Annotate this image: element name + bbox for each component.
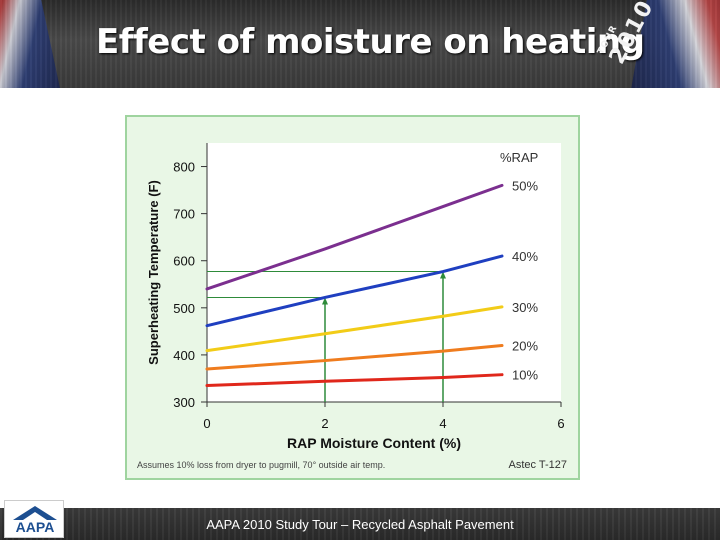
series-label: 20% <box>512 338 538 353</box>
guide-arrowhead <box>322 297 328 305</box>
legend-title: %RAP <box>500 150 538 165</box>
series-label: 50% <box>512 178 538 193</box>
aapa-logo-icon <box>13 506 57 520</box>
x-axis-label: RAP Moisture Content (%) <box>287 435 461 451</box>
chart-guides <box>207 271 446 402</box>
y-tick-label: 400 <box>173 348 195 363</box>
series-line <box>205 254 504 328</box>
y-tick-label: 500 <box>173 301 195 316</box>
chart-series <box>205 183 504 388</box>
footer-text: AAPA 2010 Study Tour – Recycled Asphalt … <box>206 517 514 532</box>
y-tick-label: 800 <box>173 160 195 175</box>
chart-container: 300 400 500 600 700 800 0 2 4 6 50% 40% 30% 20% 10% %R… <box>125 115 580 480</box>
x-tick-label: 4 <box>439 416 446 431</box>
chart-axes <box>206 143 561 403</box>
series-line <box>205 183 504 291</box>
footer-texture <box>0 508 720 540</box>
guide-arrowhead <box>440 271 446 279</box>
header-texture <box>0 0 720 88</box>
y-tick-label: 300 <box>173 395 195 410</box>
line-chart: 300 400 500 600 700 800 0 2 4 6 50% 40% 30% 20% 10% %R… <box>125 115 580 480</box>
footnote-left: Assumes 10% loss from dryer to pugmill, … <box>137 460 385 470</box>
series-line <box>205 343 504 371</box>
aapa-logo: AAPA <box>4 500 64 538</box>
chart-ticks: 300 400 500 600 700 800 0 2 4 6 <box>173 160 564 431</box>
x-tick-label: 2 <box>321 416 328 431</box>
series-label: 30% <box>512 300 538 315</box>
y-tick-label: 700 <box>173 207 195 222</box>
y-tick-label: 600 <box>173 254 195 269</box>
x-tick-label: 6 <box>557 416 564 431</box>
chart-labels: 50% 40% 30% 20% 10% %RAP RAP Moisture Content … <box>137 150 567 471</box>
slide-header: Effect of moisture on heating TOUR 2010 <box>0 0 720 88</box>
series-line <box>205 373 504 388</box>
y-axis-label: Superheating Temperature (F) <box>146 180 161 365</box>
series-line <box>205 305 504 353</box>
footnote-right: Astec T-127 <box>509 459 568 471</box>
x-tick-label: 0 <box>203 416 210 431</box>
series-label: 40% <box>512 249 538 264</box>
slide-title: Effect of moisture on heating <box>96 22 645 62</box>
series-label: 10% <box>512 368 538 383</box>
aapa-logo-text: AAPA <box>15 519 55 535</box>
slide-footer: AAPA 2010 Study Tour – Recycled Asphalt … <box>0 508 720 540</box>
